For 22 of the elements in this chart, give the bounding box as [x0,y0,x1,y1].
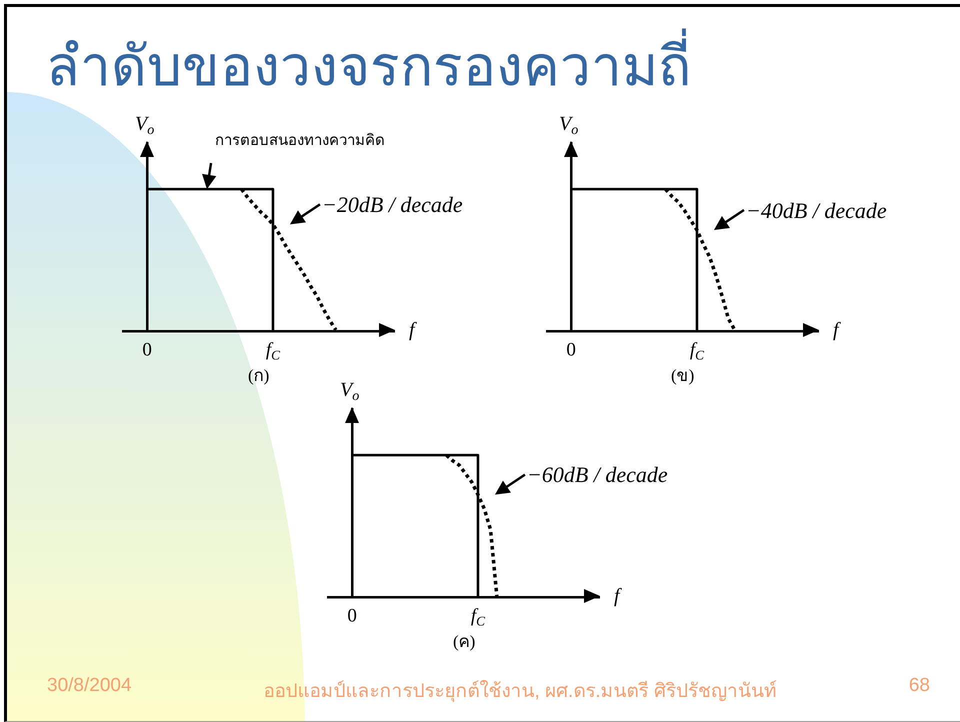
x-axis-title: f [614,585,622,607]
x-tick-label: f$_{C}$ [266,339,280,362]
y-axis-title: V$_{o}$ [559,113,578,138]
x-axis-title: f [833,319,841,341]
text: 30/8/2004 [47,675,132,698]
x-tick-label: f$_{C}$ [470,605,486,628]
annotation: −60dB / decade [527,462,668,487]
x-tick-label: f$_{C}$ [690,339,704,362]
x-tick-label: 0 [347,605,357,626]
text: 68 [908,675,930,698]
text: (ข) [671,366,694,385]
y-axis-title: V$_{o}$ [135,113,154,138]
text: ออปแอมป์และการประยุกต์ใช้งาน, ผศ.ดร.มนตรี ศิริปรัชญานันท์ [263,679,777,704]
annotation: −40dB / decade [746,198,887,223]
annotation: −20dB / decade [322,192,463,217]
text: การตอบสนองทางความคิด [215,131,385,149]
text: (ก) [248,366,270,385]
x-tick-label: 0 [142,339,152,360]
text: (ค) [453,632,476,651]
y-axis-title: V$_{o}$ [340,379,360,404]
x-axis-title: f [409,319,417,341]
x-tick-label: 0 [566,339,576,360]
